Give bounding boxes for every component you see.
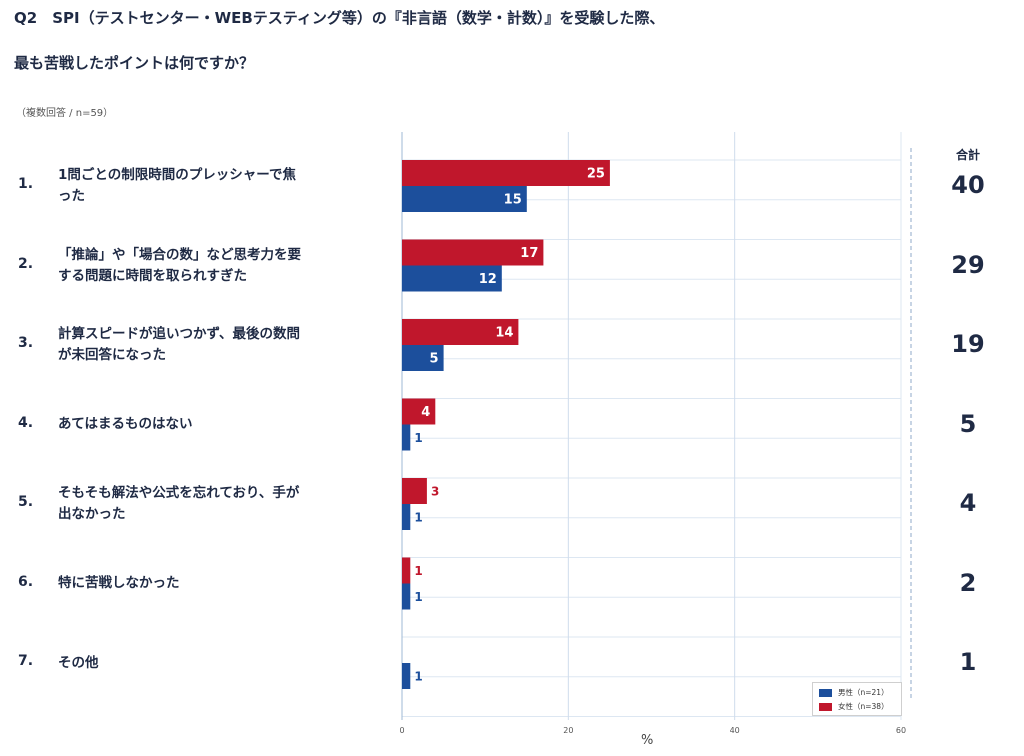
question-label-line: 特に苦戦しなかった [58,575,180,591]
total-value: 1 [959,648,977,676]
legend-label-female: 女性（n=38） [838,702,889,711]
question-label-line: する問題に時間を取られすぎた [58,267,247,284]
question-label-line: 計算スピードが追いつかず、最後の数問 [58,326,301,342]
question-label: 「推論」や「場合の数」など思考力を要 する問題に時間を取られすぎた [58,245,348,287]
bar-value-label: 17 [520,246,538,261]
chart-title-line2: 最も苦戦したポイントは何ですか？ [14,54,255,72]
question-number: 4. [18,414,34,431]
x-tick-label: 60 [896,726,906,735]
bar-value-label: 5 [430,352,439,367]
total-value: 5 [959,409,977,438]
question-number: 5. [18,494,34,510]
total-value: 40 [951,171,985,199]
x-axis-label: % [641,733,654,748]
bar-value-label: 12 [479,272,497,287]
bar-value-label: 15 [504,193,522,208]
question-label: そもそも解法や公式を忘れており、手が 出なかった [58,483,348,525]
bar [402,345,444,371]
bar-value-label: 14 [495,326,513,341]
question-number: 1. [18,176,34,192]
total-value: 29 [951,250,985,279]
question-label-line: あてはまるものはない [58,416,193,432]
bar [402,504,411,530]
question-label: その他 [58,653,348,674]
bar [402,319,519,345]
bar-value-label: 1 [414,564,422,578]
question-number: 3. [18,335,34,351]
question-label-line: 「推論」や「場合の数」など思考力を要 [58,246,301,263]
legend-item-female: 女性（n=38） [819,701,889,712]
x-tick-label: 40 [730,726,740,735]
question-label-line: その他 [58,654,99,671]
question-label-line: が未回答になった [58,347,166,363]
bar-value-label: 1 [414,670,422,684]
question-number: 2. [18,255,34,272]
question-number: 7. [18,653,34,669]
question-number: 6. [18,573,34,590]
question-label: 1問ごとの制限時間のプレッシャーで焦 った [58,165,348,207]
legend-swatch-female [819,702,832,711]
bar [402,557,411,584]
total-value: 4 [959,489,977,517]
x-tick-label: 0 [399,726,404,735]
bar-value-label: 1 [414,590,422,604]
question-label-line: 出なかった [58,506,126,522]
bar-value-label: 3 [431,485,439,499]
question-label: 計算スピードが追いつかず、最後の数問 が未回答になった [58,324,348,366]
bar-value-label: 1 [414,431,422,445]
bar [402,424,411,451]
bar [402,265,502,292]
legend: 男性（n=21） 女性（n=38） [812,682,902,716]
question-label-line: った [58,188,85,204]
x-tick-label: 20 [563,726,573,735]
question-label: 特に苦戦しなかった [58,573,348,594]
question-label: あてはまるものはない [58,414,348,435]
bar [402,160,610,186]
legend-swatch-male [819,688,832,697]
bar [402,583,411,610]
question-label-line: そもそも解法や公式を忘れており、手が [58,485,300,501]
chart-title-line1: Q2 SPI（テストセンター・WEBテスティング等）の『非言語（数学・計数）』を… [14,9,665,27]
total-value: 2 [959,568,977,597]
sample-note: （複数回答 / n=59） [16,108,114,119]
total-header: 合計 [955,148,980,162]
total-value: 19 [951,330,985,358]
bar-value-label: 4 [421,405,430,420]
question-label-line: 1問ごとの制限時間のプレッシャーで焦 [58,167,296,183]
bar [402,239,544,266]
bar-value-label: 1 [414,511,422,525]
legend-label-male: 男性（n=21） [838,688,889,697]
bar [402,398,436,425]
bar [402,663,411,689]
bar [402,478,427,504]
bar [402,186,527,212]
legend-item-male: 男性（n=21） [819,687,889,698]
bar-value-label: 25 [587,167,605,182]
